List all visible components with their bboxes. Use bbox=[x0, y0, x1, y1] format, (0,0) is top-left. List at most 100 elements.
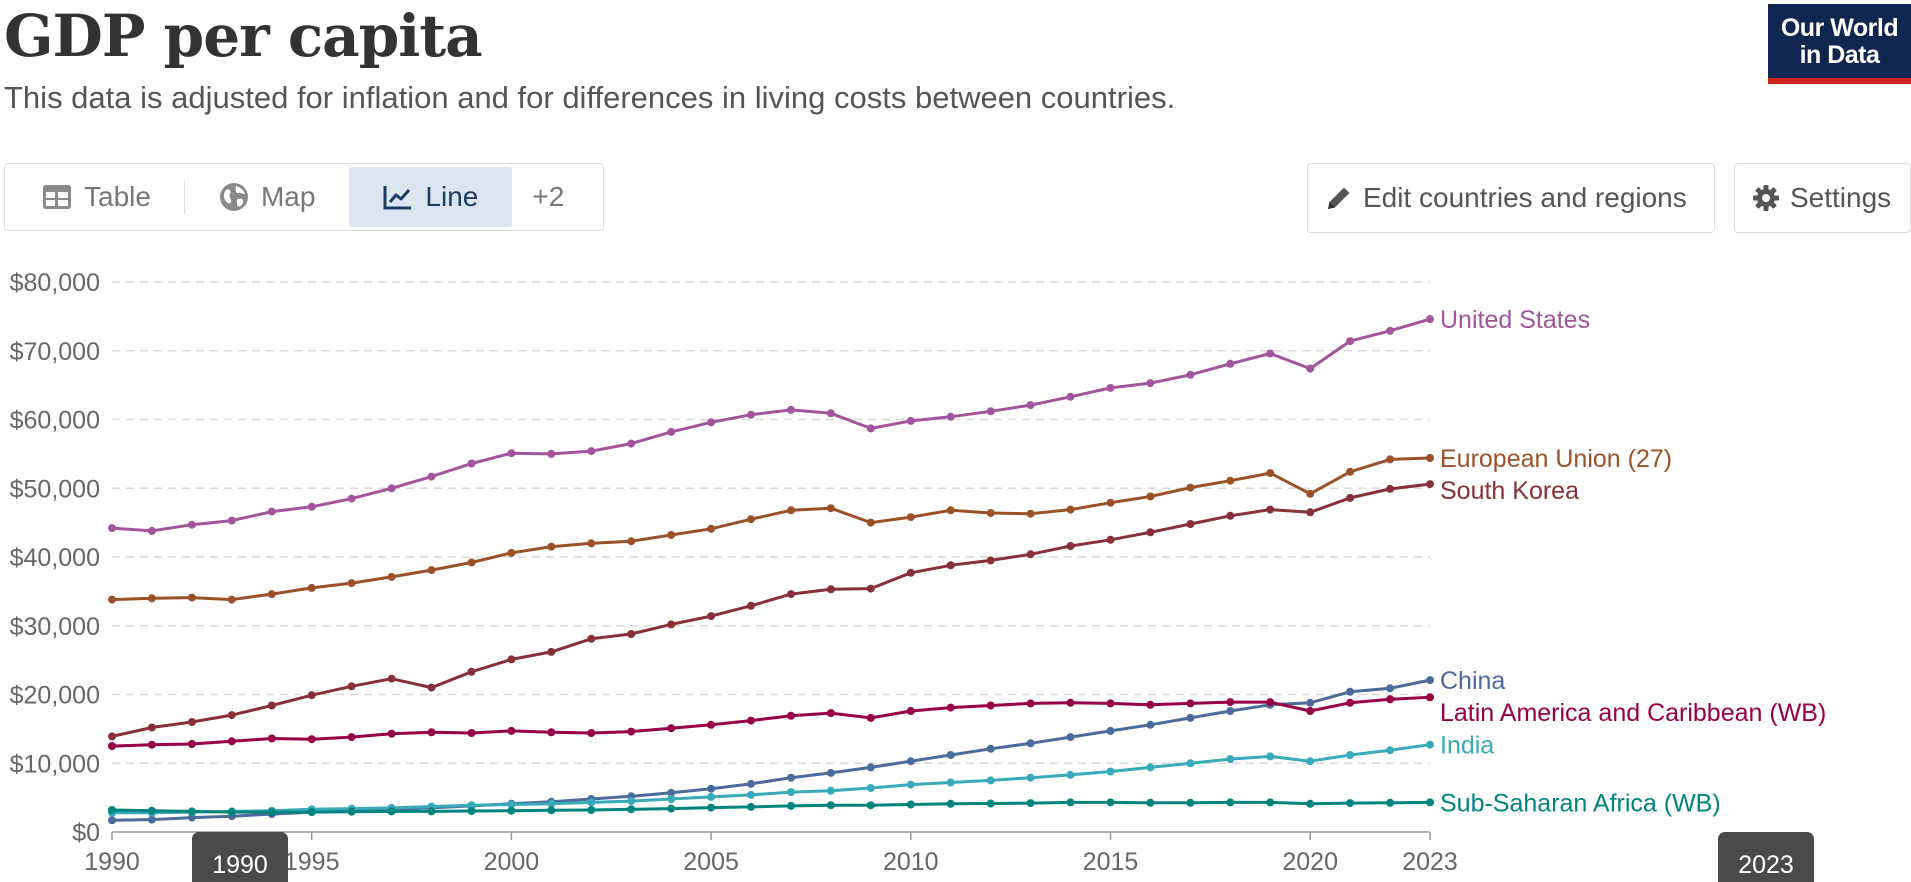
data-point bbox=[1306, 489, 1315, 498]
owid-logo[interactable]: Our World in Data bbox=[1768, 4, 1911, 84]
data-point bbox=[1346, 799, 1355, 808]
data-point bbox=[1146, 528, 1155, 537]
view-tabs: Table Map Line +2 bbox=[4, 163, 604, 231]
pencil-icon bbox=[1328, 187, 1350, 209]
data-point bbox=[1426, 454, 1434, 462]
data-point bbox=[707, 720, 716, 729]
series-end-label: India bbox=[1440, 732, 1494, 760]
data-point bbox=[1226, 755, 1235, 764]
data-point bbox=[587, 539, 596, 548]
data-point bbox=[307, 735, 316, 744]
data-point bbox=[427, 472, 436, 481]
data-point bbox=[387, 674, 396, 683]
data-point bbox=[1066, 770, 1075, 779]
data-point bbox=[108, 524, 116, 533]
data-point bbox=[187, 718, 196, 726]
data-point bbox=[1386, 326, 1395, 335]
y-tick-label: $20,000 bbox=[10, 682, 100, 710]
data-point bbox=[946, 751, 955, 759]
data-point bbox=[826, 786, 835, 795]
data-point bbox=[946, 561, 955, 570]
x-tick-label: 2000 bbox=[484, 848, 540, 876]
data-point bbox=[1146, 379, 1155, 388]
data-point bbox=[866, 424, 875, 433]
data-point bbox=[1266, 469, 1275, 478]
data-point bbox=[1426, 798, 1434, 807]
tab-table[interactable]: Table bbox=[8, 167, 185, 227]
data-point bbox=[707, 792, 716, 801]
series-united-states bbox=[108, 315, 1434, 535]
data-point bbox=[587, 447, 596, 456]
y-tick-label: $30,000 bbox=[10, 613, 100, 641]
series-line bbox=[111, 800, 1431, 814]
data-point bbox=[267, 507, 276, 516]
data-point bbox=[1066, 392, 1075, 401]
x-tick-label: 2020 bbox=[1282, 848, 1338, 876]
series-european-union-27 bbox=[108, 454, 1434, 604]
data-point bbox=[946, 778, 955, 787]
x-tick-label: 1990 bbox=[84, 848, 140, 876]
x-tick-label: 1995 bbox=[284, 848, 340, 876]
data-point bbox=[227, 595, 236, 604]
data-point bbox=[627, 439, 636, 448]
series-sub-saharan-africa-wb bbox=[108, 798, 1434, 817]
timeline-end-handle[interactable]: 2023 bbox=[1718, 832, 1814, 882]
data-point bbox=[787, 788, 795, 797]
data-point bbox=[707, 803, 716, 812]
data-point bbox=[826, 768, 835, 777]
data-point bbox=[946, 799, 955, 808]
series-line bbox=[111, 456, 1431, 602]
data-point bbox=[826, 709, 835, 718]
data-point bbox=[1026, 550, 1035, 559]
data-point bbox=[387, 572, 396, 581]
data-point bbox=[826, 409, 835, 418]
timeline-end-handle-label: 2023 bbox=[1738, 851, 1794, 879]
globe-icon bbox=[219, 183, 248, 211]
data-point bbox=[347, 494, 356, 503]
y-tick-label: $40,000 bbox=[10, 544, 100, 572]
tab-more[interactable]: +2 bbox=[512, 167, 584, 227]
data-point bbox=[507, 800, 516, 809]
data-point bbox=[467, 667, 476, 676]
data-point bbox=[866, 584, 875, 593]
series-end-label: China bbox=[1440, 667, 1505, 695]
data-point bbox=[866, 518, 875, 527]
data-point bbox=[587, 729, 596, 737]
data-point bbox=[1026, 401, 1035, 410]
data-point bbox=[946, 703, 955, 712]
x-tick-label: 2023 bbox=[1402, 848, 1458, 876]
timeline-start-handle[interactable]: 1990 bbox=[192, 832, 288, 882]
data-point bbox=[1026, 773, 1035, 782]
data-point bbox=[227, 808, 236, 817]
data-point bbox=[787, 506, 795, 515]
data-point bbox=[1146, 763, 1155, 772]
data-point bbox=[1146, 798, 1155, 807]
data-point bbox=[347, 733, 356, 742]
data-point bbox=[587, 806, 596, 814]
data-point bbox=[427, 807, 436, 816]
data-point bbox=[307, 691, 316, 700]
data-point bbox=[1386, 746, 1395, 755]
y-tick-label: $0 bbox=[72, 819, 100, 847]
data-point bbox=[787, 405, 795, 414]
data-point bbox=[347, 682, 356, 691]
settings-button[interactable]: Settings bbox=[1734, 163, 1911, 233]
tab-line[interactable]: Line bbox=[349, 167, 513, 227]
edit-countries-button[interactable]: Edit countries and regions bbox=[1307, 163, 1715, 233]
data-point bbox=[108, 806, 116, 814]
data-point bbox=[1106, 798, 1115, 807]
tab-map[interactable]: Map bbox=[185, 167, 349, 227]
series-line bbox=[111, 482, 1431, 738]
data-point bbox=[866, 763, 875, 772]
series-line bbox=[111, 317, 1431, 533]
data-point bbox=[866, 713, 875, 722]
data-point bbox=[427, 566, 436, 575]
data-point bbox=[1026, 699, 1035, 708]
edit-countries-label: Edit countries and regions bbox=[1363, 182, 1687, 213]
data-point bbox=[507, 548, 516, 557]
data-point bbox=[187, 593, 196, 602]
data-point bbox=[1306, 757, 1315, 766]
line-chart-icon bbox=[383, 186, 412, 210]
data-point bbox=[906, 800, 915, 809]
data-point bbox=[427, 683, 436, 692]
